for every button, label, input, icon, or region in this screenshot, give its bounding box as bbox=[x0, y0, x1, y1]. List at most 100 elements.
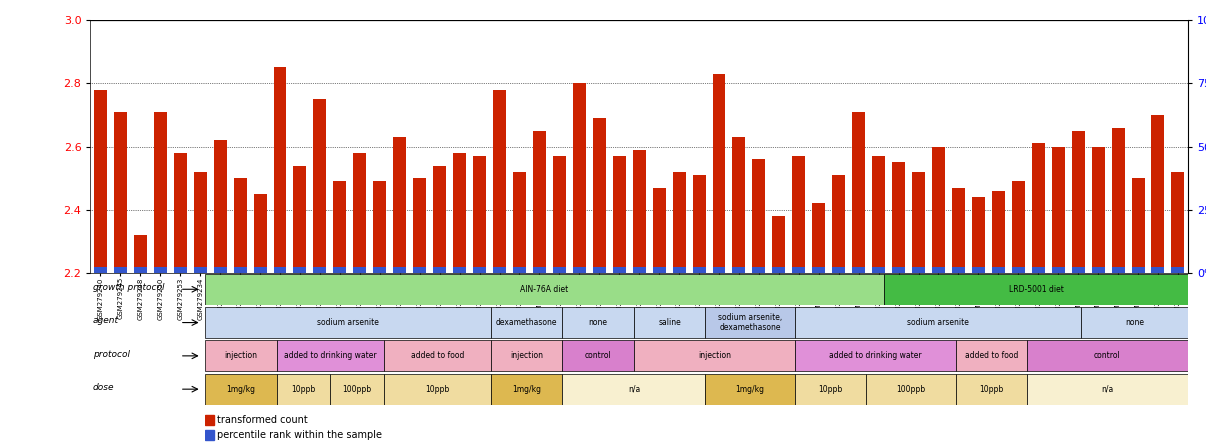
Bar bbox=[1091, 267, 1105, 273]
Text: sodium arsenite: sodium arsenite bbox=[317, 318, 379, 327]
Bar bbox=[213, 267, 227, 273]
Bar bbox=[276, 340, 384, 372]
Bar bbox=[333, 267, 346, 273]
Bar bbox=[1012, 181, 1025, 273]
Bar bbox=[491, 307, 562, 338]
Bar bbox=[194, 267, 206, 273]
Bar bbox=[1072, 267, 1084, 273]
Text: 100ppb: 100ppb bbox=[896, 385, 925, 394]
Text: 10ppb: 10ppb bbox=[979, 385, 1003, 394]
Bar bbox=[1028, 340, 1188, 372]
Bar bbox=[253, 194, 267, 273]
Bar bbox=[276, 373, 330, 405]
Bar bbox=[1028, 373, 1188, 405]
Bar bbox=[433, 166, 446, 273]
Bar bbox=[562, 307, 634, 338]
Bar bbox=[1032, 267, 1044, 273]
Bar bbox=[573, 267, 586, 273]
Bar bbox=[453, 267, 466, 273]
Bar bbox=[652, 267, 666, 273]
Bar bbox=[795, 373, 866, 405]
Bar bbox=[753, 159, 766, 273]
Text: AIN-76A diet: AIN-76A diet bbox=[521, 285, 569, 294]
Bar bbox=[892, 163, 904, 273]
Bar bbox=[713, 267, 726, 273]
Bar bbox=[832, 175, 845, 273]
Text: 1mg/kg: 1mg/kg bbox=[513, 385, 541, 394]
Bar bbox=[562, 340, 634, 372]
Bar bbox=[473, 267, 486, 273]
Bar bbox=[884, 274, 1188, 305]
Text: 100ppb: 100ppb bbox=[343, 385, 371, 394]
Bar bbox=[493, 267, 507, 273]
Bar bbox=[562, 373, 706, 405]
Bar bbox=[205, 415, 213, 425]
Bar bbox=[1131, 267, 1144, 273]
Bar bbox=[673, 172, 685, 273]
Bar bbox=[374, 267, 386, 273]
Bar bbox=[414, 178, 426, 273]
Bar bbox=[706, 307, 795, 338]
Bar bbox=[1112, 267, 1124, 273]
Text: sodium arsenite,
dexamethasone: sodium arsenite, dexamethasone bbox=[718, 313, 783, 332]
Bar bbox=[333, 181, 346, 273]
Text: 10ppb: 10ppb bbox=[426, 385, 450, 394]
Text: control: control bbox=[585, 351, 611, 361]
Bar bbox=[234, 267, 246, 273]
Bar bbox=[912, 172, 925, 273]
Bar bbox=[792, 267, 806, 273]
Bar bbox=[134, 267, 147, 273]
Bar bbox=[353, 267, 367, 273]
Bar bbox=[94, 267, 107, 273]
Bar bbox=[353, 153, 367, 273]
Bar bbox=[634, 340, 795, 372]
Bar bbox=[274, 67, 287, 273]
Text: 1mg/kg: 1mg/kg bbox=[736, 385, 765, 394]
Bar bbox=[1072, 131, 1084, 273]
Bar bbox=[274, 267, 287, 273]
Bar bbox=[652, 188, 666, 273]
Bar bbox=[205, 340, 276, 372]
Text: control: control bbox=[1094, 351, 1120, 361]
Bar bbox=[972, 267, 985, 273]
Text: injection: injection bbox=[698, 351, 731, 361]
Text: added to drinking water: added to drinking water bbox=[283, 351, 376, 361]
Bar bbox=[433, 267, 446, 273]
Bar bbox=[792, 156, 806, 273]
Bar bbox=[174, 153, 187, 273]
Bar bbox=[1112, 127, 1124, 273]
Bar bbox=[513, 172, 526, 273]
Bar bbox=[955, 373, 1028, 405]
Bar bbox=[1171, 172, 1184, 273]
Bar bbox=[692, 267, 706, 273]
Bar bbox=[1032, 143, 1044, 273]
Bar bbox=[955, 340, 1028, 372]
Text: LRD-5001 diet: LRD-5001 diet bbox=[1008, 285, 1064, 294]
Bar bbox=[633, 150, 645, 273]
Bar bbox=[972, 197, 985, 273]
Bar bbox=[795, 307, 1081, 338]
Text: percentile rank within the sample: percentile rank within the sample bbox=[217, 430, 382, 440]
Bar bbox=[205, 430, 213, 440]
Bar bbox=[872, 267, 885, 273]
Bar bbox=[493, 90, 507, 273]
Bar bbox=[772, 216, 785, 273]
Bar bbox=[853, 267, 865, 273]
Bar bbox=[892, 267, 904, 273]
Bar bbox=[692, 175, 706, 273]
Bar bbox=[872, 156, 885, 273]
Text: injection: injection bbox=[224, 351, 257, 361]
Bar bbox=[732, 137, 745, 273]
Bar bbox=[314, 267, 327, 273]
Bar bbox=[912, 267, 925, 273]
Bar bbox=[1052, 147, 1065, 273]
Bar bbox=[293, 267, 306, 273]
Bar bbox=[813, 267, 825, 273]
Bar bbox=[866, 373, 955, 405]
Bar bbox=[1091, 147, 1105, 273]
Bar bbox=[1152, 267, 1165, 273]
Bar bbox=[134, 235, 147, 273]
Text: saline: saline bbox=[658, 318, 681, 327]
Text: added to food: added to food bbox=[411, 351, 464, 361]
Bar bbox=[234, 178, 246, 273]
